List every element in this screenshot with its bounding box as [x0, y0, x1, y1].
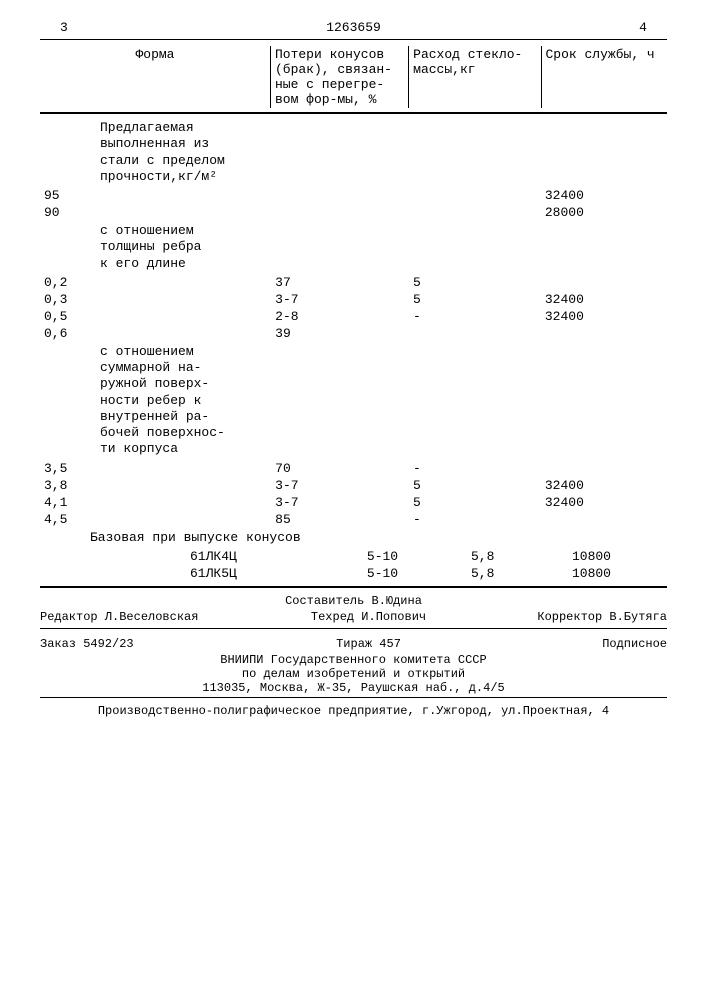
table-row: 0,3 3-7 5 32400: [40, 291, 667, 308]
section2-rows: 0,2 37 5 0,3 3-7 5 32400 0,5 2-8 - 32400…: [40, 274, 667, 342]
page-number-right: 4: [639, 20, 647, 35]
section1-title: Предлагаемая выполненная из стали с пред…: [40, 118, 667, 187]
order-row: Заказ 5492/23 Тираж 457 Подписное: [40, 635, 667, 653]
footer-rule-2: [40, 697, 667, 698]
table-row: 0,2 37 5: [40, 274, 667, 291]
section4-title: Базовая при выпуске конусов: [40, 528, 667, 548]
table-row: 0,5 2-8 - 32400: [40, 308, 667, 325]
table-row: 95 32400: [40, 187, 667, 204]
printer-line: Производственно-полиграфическое предприя…: [40, 704, 667, 718]
corrector: Корректор В.Бутяга: [497, 610, 667, 624]
footer-block: Составитель В.Юдина Редактор Л.Веселовск…: [40, 594, 667, 718]
table-header-row: Форма Потери конусов (брак), связан-ные …: [40, 46, 667, 108]
org-line-1: ВНИИПИ Государственного комитета СССР: [40, 653, 667, 667]
table-row: 90 28000: [40, 204, 667, 221]
org-line-2: по делам изобретений и открытий: [40, 667, 667, 681]
table-row: 0,6 39: [40, 325, 667, 342]
document-page: 3 1263659 4 Форма Потери конусов (брак),…: [0, 0, 707, 1000]
circulation: Тираж 457: [240, 637, 497, 651]
table-row: 3,5 70 -: [40, 460, 667, 477]
subscription: Подписное: [497, 637, 667, 651]
section2-title: с отношением толщины ребра к его длине: [40, 221, 667, 274]
document-number: 1263659: [326, 20, 381, 35]
header-flow: Расход стекло-массы,кг: [409, 46, 541, 108]
header-life: Срок службы, ч: [541, 46, 667, 108]
address-line: 113035, Москва, Ж-35, Раушская наб., д.4…: [40, 681, 667, 695]
table-bottom-rule: [40, 586, 667, 588]
table-row: 61ЛК4Ц 5-10 5,8 10800: [40, 548, 667, 565]
page-header: 3 1263659 4: [40, 20, 667, 35]
page-number-left: 3: [60, 20, 68, 35]
section3-title: с отношением суммарной на- ружной поверх…: [40, 342, 667, 460]
header-form: Форма: [40, 46, 270, 108]
table-row: 4,5 85 -: [40, 511, 667, 528]
compiler-line: Составитель В.Юдина: [40, 594, 667, 608]
editor-row: Редактор Л.Веселовская Техред И.Попович …: [40, 608, 667, 626]
table-row: 61ЛК5Ц 5-10 5,8 10800: [40, 565, 667, 582]
editor: Редактор Л.Веселовская: [40, 610, 240, 624]
table-row: 3,8 3-7 5 32400: [40, 477, 667, 494]
table-row: 4,1 3-7 5 32400: [40, 494, 667, 511]
header-rule: [40, 39, 667, 40]
section3-rows: 3,5 70 - 3,8 3-7 5 32400 4,1 3-7 5 32400…: [40, 460, 667, 528]
section4-rows: 61ЛК4Ц 5-10 5,8 10800 61ЛК5Ц 5-10 5,8 10…: [40, 548, 667, 582]
header-bottom-rule: [40, 112, 667, 114]
order: Заказ 5492/23: [40, 637, 240, 651]
section1-rows: 95 32400 90 28000: [40, 187, 667, 221]
header-loss: Потери конусов (брак), связан-ные с пере…: [270, 46, 408, 108]
footer-rule-1: [40, 628, 667, 629]
techred: Техред И.Попович: [240, 610, 497, 624]
main-table: Форма Потери конусов (брак), связан-ные …: [40, 46, 667, 108]
